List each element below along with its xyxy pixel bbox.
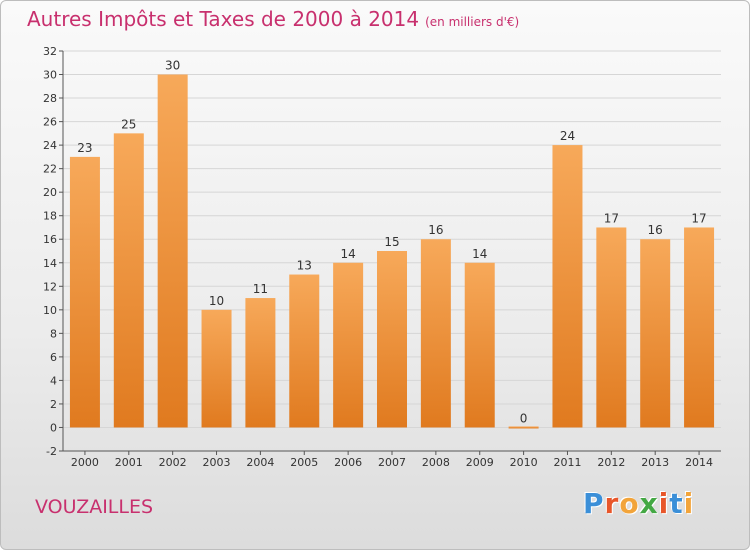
data-labels: 23 25 30 10 11 13 14 15 16 14 0 24 17 16 17: [77, 59, 706, 426]
data-label: 13: [297, 259, 312, 273]
y-tick-label: 10: [43, 304, 57, 317]
y-tick-label: 0: [50, 421, 57, 434]
x-tick-label: 2008: [422, 456, 450, 469]
bar-2001: [113, 133, 144, 428]
bar-2011: [552, 145, 583, 428]
data-label: 14: [340, 247, 355, 261]
bars: [69, 74, 715, 429]
y-tick-label: 20: [43, 186, 57, 199]
x-tick-label: 2005: [290, 456, 318, 469]
y-tick-label: 16: [43, 233, 57, 246]
y-tick-label: 14: [43, 257, 57, 270]
bar-2007: [377, 251, 407, 428]
bar-2006: [333, 262, 364, 428]
chart-title-text: Autres Impôts et Taxes de 2000 à 2014: [27, 7, 420, 31]
chart-title: Autres Impôts et Taxes de 2000 à 2014 (en…: [27, 7, 519, 31]
bar-2010: [508, 426, 539, 429]
y-tick-label: 28: [43, 92, 57, 105]
data-label: 15: [384, 235, 399, 249]
y-tick-label: 8: [50, 327, 57, 340]
y-tick-label: 30: [43, 69, 57, 82]
axes: [59, 50, 721, 455]
y-tick-label: 4: [50, 374, 57, 387]
bar-2008: [420, 239, 451, 428]
y-tick-label: 24: [43, 139, 57, 152]
x-tick-label: 2011: [553, 456, 581, 469]
x-tick-label: 2009: [466, 456, 494, 469]
data-label: 0: [520, 411, 528, 425]
bar-2014: [684, 227, 715, 428]
data-label: 17: [604, 211, 619, 225]
data-label: 25: [121, 117, 136, 131]
data-label: 14: [472, 247, 487, 261]
bar-2004: [245, 298, 276, 428]
y-tick-label: 22: [43, 163, 57, 176]
y-tick-label: 26: [43, 116, 57, 129]
bar-2005: [289, 274, 320, 428]
y-tick-label: 18: [43, 210, 57, 223]
bar-2003: [201, 309, 232, 428]
bar-2009: [464, 262, 495, 428]
y-tick-label: 12: [43, 280, 57, 293]
y-tick-label: 2: [50, 398, 57, 411]
x-tick-label: 2002: [159, 456, 187, 469]
data-label: 17: [691, 211, 706, 225]
x-tick-label: 2003: [203, 456, 231, 469]
data-label: 23: [77, 141, 92, 155]
bar-2000: [69, 156, 100, 428]
data-label: 10: [209, 294, 224, 308]
data-label: 16: [648, 223, 663, 237]
x-tick-label: 2001: [115, 456, 143, 469]
data-label: 16: [428, 223, 443, 237]
bar-2002: [157, 74, 188, 428]
x-tick-label: 2010: [510, 456, 538, 469]
bar-2012: [596, 227, 627, 428]
bar-2013: [640, 239, 671, 428]
y-tick-label: 6: [50, 351, 57, 364]
data-label: 11: [253, 282, 268, 296]
commune-name: VOUZAILLES: [35, 496, 154, 518]
y-tick-label: 32: [43, 45, 57, 58]
x-tick-label: 2006: [334, 456, 362, 469]
data-label: 24: [560, 129, 575, 143]
proxiti-logo: Proxiti: [583, 487, 695, 520]
x-tick-label: 2000: [71, 456, 99, 469]
x-tick-label: 2013: [641, 456, 669, 469]
x-tick-labels: 2000 2001 2002 2003 2004 2005 2006 2007 2008 2009…: [71, 456, 713, 469]
y-tick-label: -2: [46, 445, 57, 458]
x-tick-label: 2007: [378, 456, 406, 469]
x-tick-label: 2004: [246, 456, 274, 469]
x-tick-label: 2014: [685, 456, 713, 469]
x-tick-label: 2012: [597, 456, 625, 469]
data-label: 30: [165, 59, 180, 73]
chart-subtitle: (en milliers d'€): [425, 15, 520, 29]
